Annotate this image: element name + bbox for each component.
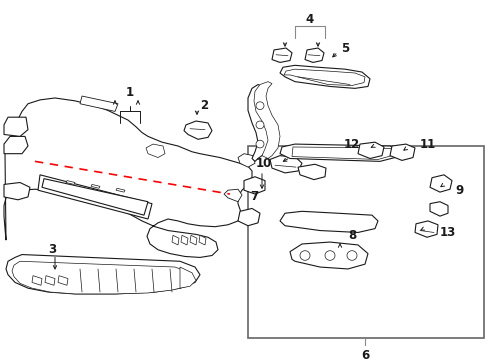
- Text: 6: 6: [360, 349, 368, 360]
- Polygon shape: [253, 82, 280, 158]
- Text: 12: 12: [343, 138, 359, 150]
- Polygon shape: [247, 85, 269, 161]
- Polygon shape: [199, 235, 205, 245]
- Bar: [247, 146, 483, 338]
- Polygon shape: [389, 144, 414, 161]
- Polygon shape: [172, 235, 179, 245]
- Circle shape: [299, 251, 309, 260]
- Circle shape: [346, 251, 356, 260]
- Polygon shape: [146, 144, 164, 158]
- Polygon shape: [6, 255, 200, 294]
- Polygon shape: [4, 136, 28, 154]
- Polygon shape: [91, 184, 100, 188]
- Text: 1: 1: [126, 86, 134, 99]
- Polygon shape: [116, 188, 125, 192]
- Polygon shape: [12, 261, 194, 294]
- Text: 4: 4: [305, 13, 313, 26]
- Polygon shape: [4, 98, 251, 257]
- Polygon shape: [224, 189, 242, 202]
- Polygon shape: [429, 202, 447, 216]
- Polygon shape: [414, 221, 437, 237]
- Text: 5: 5: [340, 41, 348, 54]
- Text: 13: 13: [439, 226, 455, 239]
- Polygon shape: [66, 181, 75, 184]
- Polygon shape: [291, 147, 392, 159]
- Circle shape: [256, 102, 264, 109]
- Text: 7: 7: [249, 190, 258, 203]
- Text: 11: 11: [419, 138, 435, 150]
- Text: 9: 9: [454, 184, 462, 197]
- Polygon shape: [269, 156, 302, 173]
- Polygon shape: [32, 276, 42, 285]
- Polygon shape: [38, 175, 152, 219]
- Text: 3: 3: [48, 243, 56, 256]
- Polygon shape: [4, 117, 28, 136]
- Polygon shape: [280, 65, 369, 88]
- Polygon shape: [58, 276, 68, 285]
- Circle shape: [325, 251, 334, 260]
- Polygon shape: [238, 154, 254, 167]
- Polygon shape: [289, 242, 367, 269]
- Polygon shape: [297, 164, 325, 180]
- Polygon shape: [180, 267, 196, 288]
- Polygon shape: [271, 48, 291, 62]
- Polygon shape: [80, 96, 118, 112]
- Polygon shape: [305, 48, 324, 62]
- Polygon shape: [190, 235, 197, 245]
- Polygon shape: [42, 179, 148, 215]
- Circle shape: [256, 121, 264, 129]
- Polygon shape: [45, 276, 55, 285]
- Polygon shape: [183, 121, 212, 139]
- Polygon shape: [429, 175, 451, 192]
- Polygon shape: [284, 69, 364, 85]
- Text: 8: 8: [347, 229, 356, 242]
- Polygon shape: [238, 208, 260, 226]
- Text: 10: 10: [255, 157, 271, 170]
- Polygon shape: [181, 235, 187, 245]
- Polygon shape: [244, 177, 264, 194]
- Polygon shape: [4, 183, 30, 200]
- Polygon shape: [280, 144, 397, 161]
- Polygon shape: [280, 211, 377, 233]
- Circle shape: [256, 140, 264, 148]
- Polygon shape: [357, 142, 383, 158]
- Text: 2: 2: [200, 99, 208, 112]
